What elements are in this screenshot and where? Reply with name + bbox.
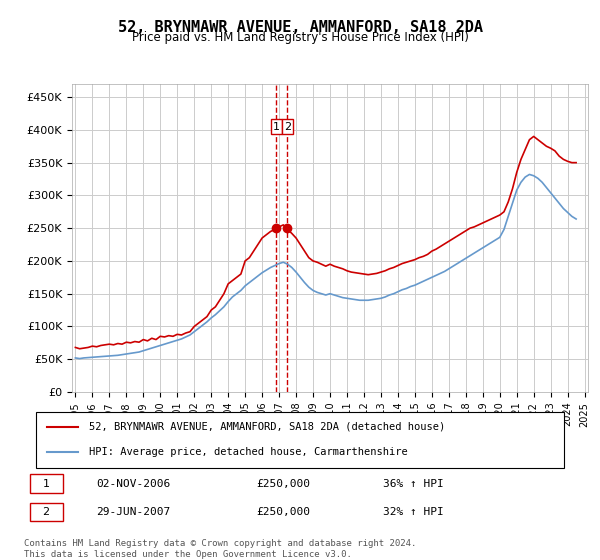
Text: Contains HM Land Registry data © Crown copyright and database right 2024.
This d: Contains HM Land Registry data © Crown c… xyxy=(24,539,416,559)
FancyBboxPatch shape xyxy=(29,474,62,493)
Text: 32% ↑ HPI: 32% ↑ HPI xyxy=(383,507,443,517)
Text: £250,000: £250,000 xyxy=(256,479,310,489)
Text: 1: 1 xyxy=(273,122,280,132)
FancyBboxPatch shape xyxy=(36,412,564,468)
Text: HPI: Average price, detached house, Carmarthenshire: HPI: Average price, detached house, Carm… xyxy=(89,447,407,458)
Text: 2: 2 xyxy=(284,122,291,132)
Text: 29-JUN-2007: 29-JUN-2007 xyxy=(96,507,170,517)
Text: 02-NOV-2006: 02-NOV-2006 xyxy=(96,479,170,489)
Text: 52, BRYNMAWR AVENUE, AMMANFORD, SA18 2DA: 52, BRYNMAWR AVENUE, AMMANFORD, SA18 2DA xyxy=(118,20,482,35)
FancyBboxPatch shape xyxy=(29,503,62,521)
Text: 36% ↑ HPI: 36% ↑ HPI xyxy=(383,479,443,489)
Text: 2: 2 xyxy=(43,507,50,517)
Text: 1: 1 xyxy=(43,479,50,489)
Text: 52, BRYNMAWR AVENUE, AMMANFORD, SA18 2DA (detached house): 52, BRYNMAWR AVENUE, AMMANFORD, SA18 2DA… xyxy=(89,422,445,432)
Text: Price paid vs. HM Land Registry's House Price Index (HPI): Price paid vs. HM Land Registry's House … xyxy=(131,31,469,44)
Text: £250,000: £250,000 xyxy=(256,507,310,517)
